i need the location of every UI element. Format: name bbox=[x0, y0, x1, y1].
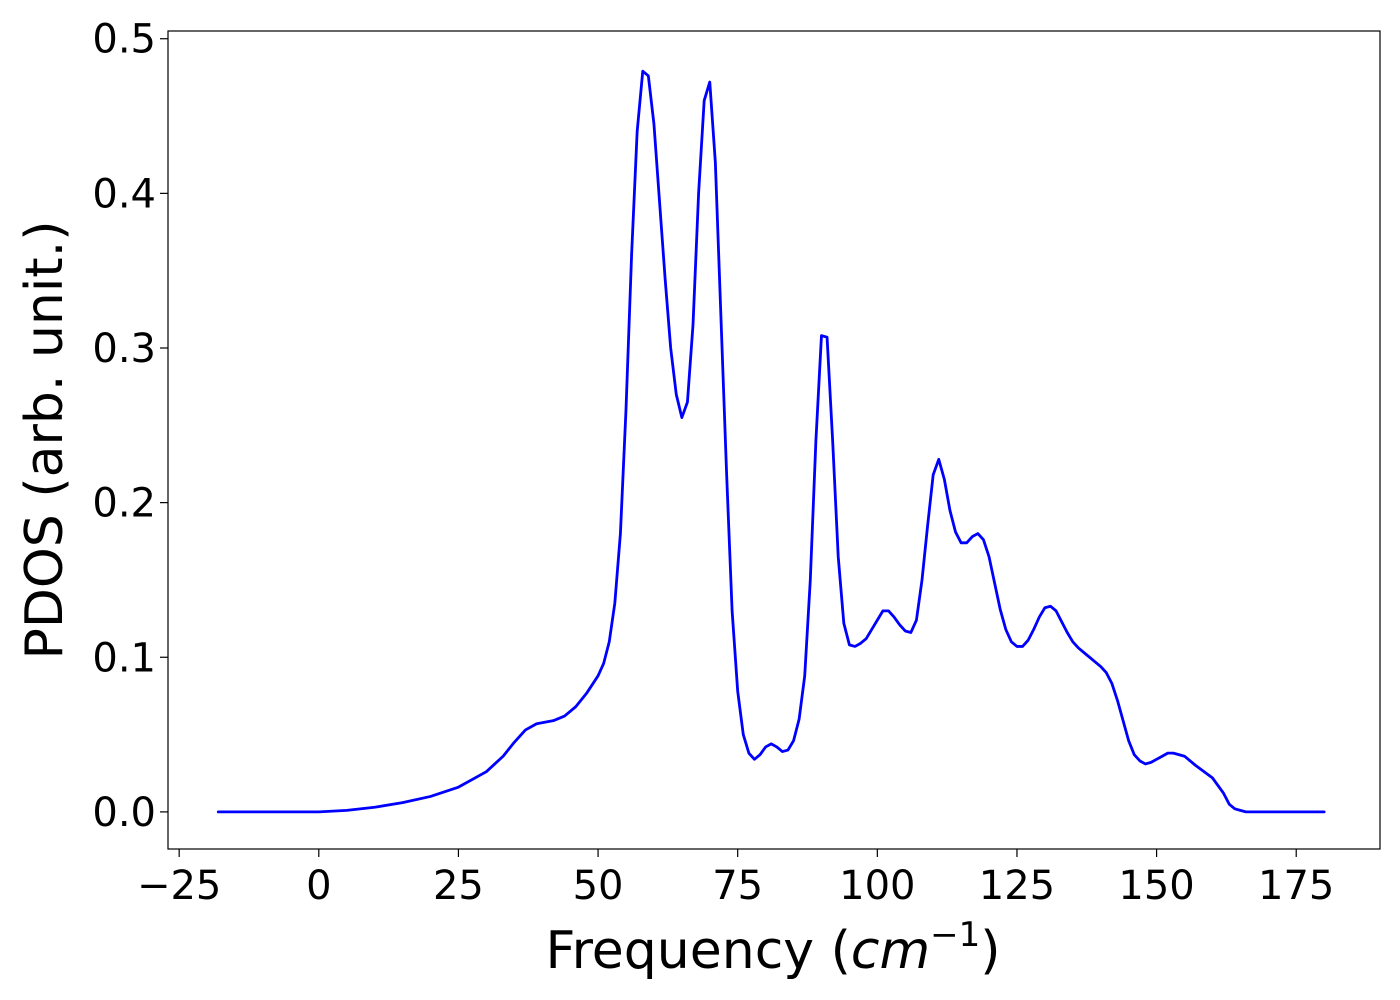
y-tick-label: 0.3 bbox=[92, 326, 156, 372]
x-axis-label-exponent: −1 bbox=[930, 915, 980, 955]
x-axis-label-close: ) bbox=[980, 921, 1000, 981]
x-tick-label: 50 bbox=[573, 863, 624, 909]
x-tick-label: −25 bbox=[137, 863, 221, 909]
series-line bbox=[216, 69, 1326, 814]
x-tick-label: 150 bbox=[1118, 863, 1194, 909]
plot-frame bbox=[167, 30, 1381, 850]
x-tick-label: 25 bbox=[433, 863, 484, 909]
y-tick-label: 0.5 bbox=[92, 17, 156, 63]
y-axis-ticks: 0.0 0.1 0.2 0.3 0.4 0.5 bbox=[92, 17, 168, 836]
x-tick-label: 75 bbox=[712, 863, 763, 909]
x-axis-label-text: Frequency ( bbox=[545, 921, 850, 981]
x-tick-label: 125 bbox=[979, 863, 1055, 909]
y-axis-label: PDOS (arb. unit.) bbox=[15, 220, 75, 659]
y-tick-label: 0.2 bbox=[92, 481, 156, 527]
x-tick-label: 175 bbox=[1258, 863, 1334, 909]
x-axis-ticks: −25 0 25 50 75 100 125 150 175 bbox=[137, 849, 1334, 909]
y-tick-label: 0.4 bbox=[92, 171, 156, 217]
plot-area: −25 0 25 50 75 100 125 150 175 0.00.10.20.30.40.… bbox=[92, 17, 1381, 909]
y-tick-label: 0.1 bbox=[92, 635, 156, 681]
x-tick-label: 0 bbox=[306, 863, 331, 909]
x-tick-label: 100 bbox=[839, 863, 915, 909]
y-tick-label: 0.0 bbox=[92, 790, 156, 836]
x-axis-label-unit: cm bbox=[851, 921, 930, 981]
x-axis-label: Frequency (cm−1) bbox=[545, 915, 1000, 981]
